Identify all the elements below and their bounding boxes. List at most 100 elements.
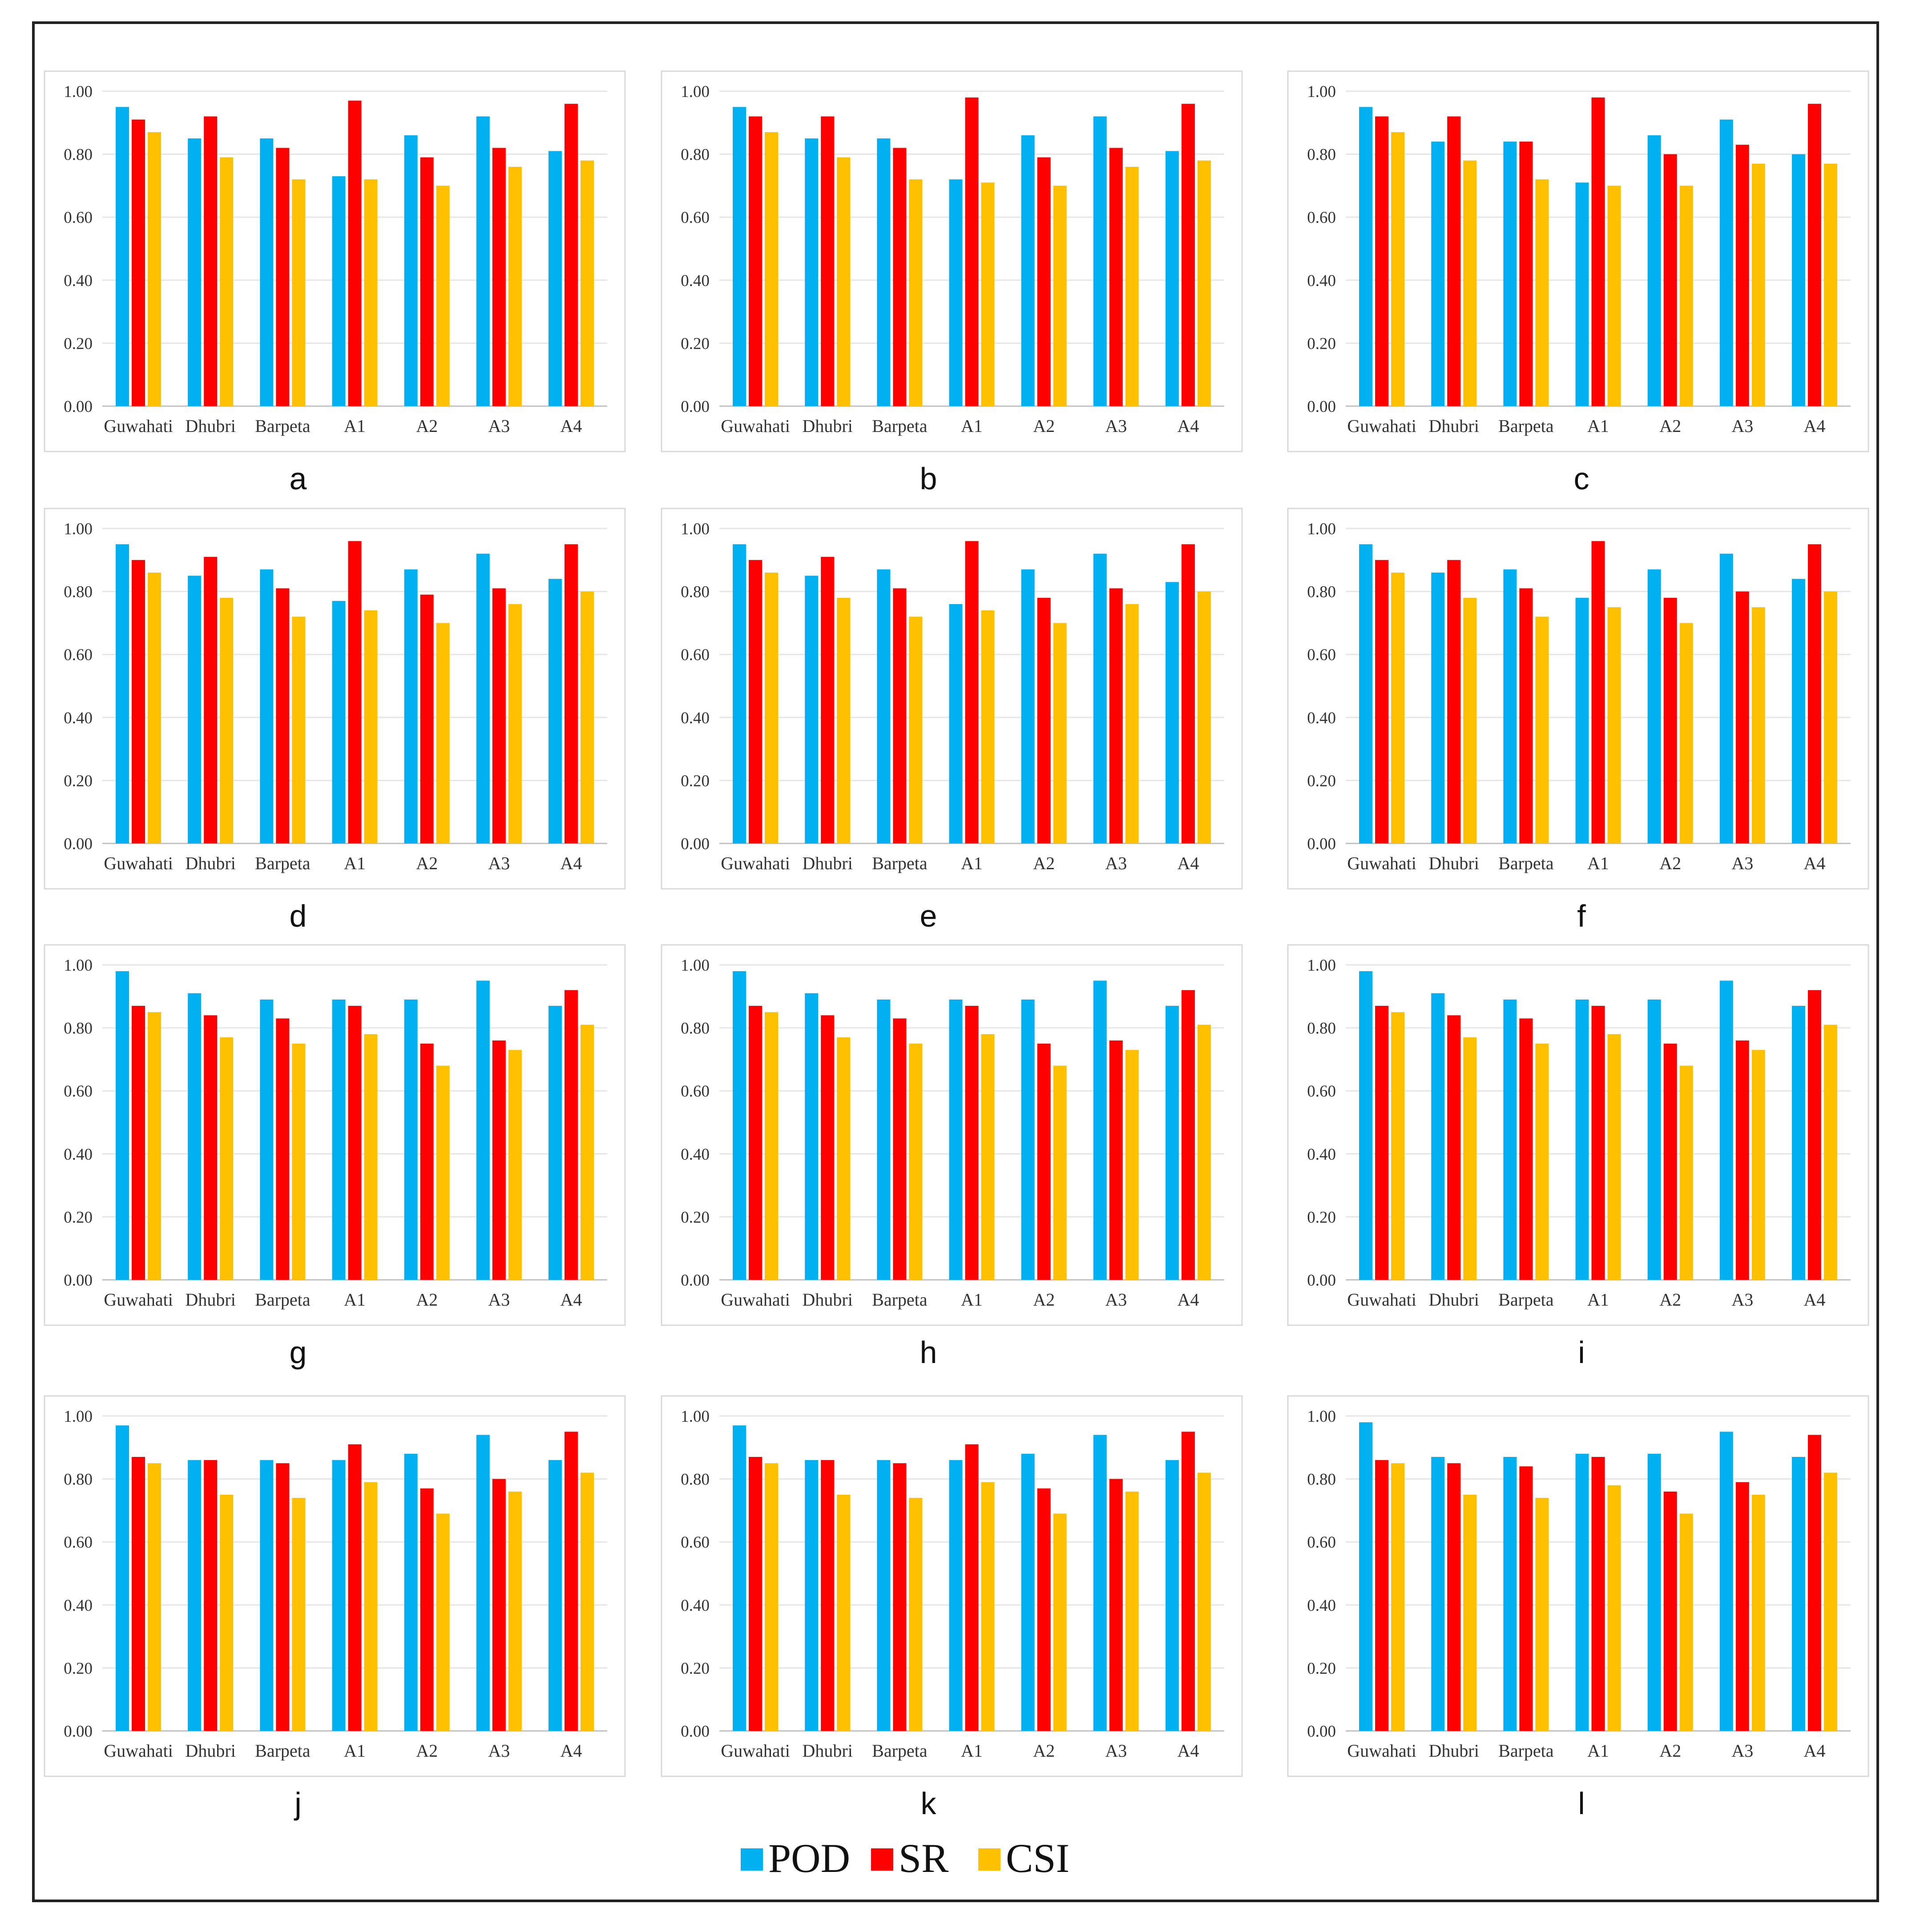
- bar-csi: [909, 617, 923, 843]
- x-tick-label: Barpeta: [1498, 416, 1554, 436]
- x-tick-label: A2: [1659, 853, 1681, 873]
- y-tick-label: 0.00: [1307, 1271, 1336, 1290]
- y-tick-label: 0.80: [681, 1020, 710, 1038]
- x-tick-label: Dhubri: [803, 1741, 853, 1761]
- bar-pod: [1359, 107, 1373, 406]
- bar-csi: [1053, 186, 1067, 406]
- y-tick-label: 0.80: [1307, 583, 1336, 601]
- bar-pod: [877, 1460, 891, 1731]
- bar-sr: [420, 157, 434, 406]
- y-tick-label: 0.40: [681, 272, 710, 290]
- x-tick-label: Guwahati: [1347, 853, 1416, 873]
- bar-pod: [877, 999, 891, 1280]
- x-tick-label: Barpeta: [255, 853, 311, 873]
- x-tick-label: A4: [1803, 1741, 1825, 1761]
- x-tick-label: A1: [961, 1290, 983, 1310]
- bar-sr: [1109, 148, 1123, 406]
- bar-sr: [1447, 1463, 1461, 1731]
- bar-sr: [204, 1015, 218, 1280]
- bar-pod: [877, 569, 891, 843]
- x-tick-label: A1: [344, 853, 366, 873]
- bar-sr: [348, 101, 362, 407]
- bar-sr: [821, 1015, 835, 1280]
- x-tick-label: A3: [488, 416, 510, 436]
- bar-sr: [492, 148, 506, 406]
- legend-swatch-sr: [871, 1848, 893, 1871]
- bar-csi: [1125, 1050, 1139, 1280]
- y-tick-label: 1.00: [64, 520, 93, 538]
- bar-pod: [1431, 993, 1445, 1280]
- bar-sr: [420, 1044, 434, 1280]
- bar-csi: [292, 1044, 306, 1280]
- bar-sr: [204, 116, 218, 406]
- bar-pod: [1021, 999, 1035, 1280]
- bar-csi: [909, 1498, 923, 1731]
- y-tick-label: 0.60: [681, 209, 710, 227]
- bar-csi: [1463, 1495, 1477, 1731]
- y-tick-label: 1.00: [1307, 520, 1336, 538]
- bar-csi: [1607, 607, 1621, 843]
- x-tick-label: Barpeta: [872, 416, 928, 436]
- bar-csi: [508, 1491, 522, 1731]
- bar-sr: [749, 116, 762, 406]
- bar-csi: [1463, 1037, 1477, 1280]
- bar-csi: [1535, 617, 1549, 843]
- panel-label: c: [1574, 461, 1589, 496]
- bar-pod: [116, 1425, 129, 1731]
- bar-csi: [148, 573, 161, 843]
- bar-sr: [1447, 116, 1461, 406]
- bar-csi: [1053, 1513, 1067, 1731]
- x-tick-label: A1: [1587, 416, 1609, 436]
- y-tick-label: 0.60: [64, 1533, 93, 1552]
- bar-pod: [1791, 1006, 1805, 1280]
- bar-csi: [1823, 591, 1837, 843]
- bar-csi: [1823, 1024, 1837, 1280]
- bar-pod: [1791, 1457, 1805, 1731]
- bar-pod: [476, 980, 490, 1280]
- y-tick-label: 0.20: [64, 1208, 93, 1226]
- y-tick-label: 0.60: [1307, 209, 1336, 227]
- bar-csi: [765, 1463, 779, 1731]
- panel-j: 0.00 0.20 0.40 0.60 0.80 1.00 Guwahati Dhubri Ba…: [44, 1395, 626, 1821]
- y-tick-label: 0.40: [1307, 709, 1336, 727]
- bar-sr: [1663, 1491, 1677, 1731]
- bar-sr: [1735, 1040, 1749, 1280]
- panel-f: 0.00 0.20 0.40 0.60 0.80 1.00 Guwahati Dhubri Ba…: [1287, 508, 1869, 933]
- x-tick-label: A4: [1803, 1290, 1825, 1310]
- bar-pod: [116, 544, 129, 843]
- y-tick-label: 0.20: [64, 772, 93, 790]
- bar-pod: [733, 544, 746, 843]
- x-tick-label: A3: [1731, 1741, 1753, 1761]
- x-tick-label: A4: [1177, 1290, 1199, 1310]
- bar-pod: [548, 1006, 562, 1280]
- panel-label: l: [1578, 1786, 1585, 1821]
- bar-pod: [548, 579, 562, 843]
- bar-sr: [348, 1006, 362, 1280]
- bar-csi: [981, 1034, 995, 1280]
- y-tick-label: 1.00: [681, 520, 710, 538]
- y-tick-label: 0.60: [1307, 646, 1336, 664]
- bar-pod: [1431, 573, 1445, 843]
- x-tick-label: Guwahati: [104, 416, 173, 436]
- y-tick-label: 0.00: [681, 1271, 710, 1290]
- y-tick-label: 0.20: [1307, 335, 1336, 353]
- x-tick-label: Barpeta: [872, 1741, 928, 1761]
- bar-csi: [1391, 573, 1405, 843]
- bar-pod: [1503, 999, 1517, 1280]
- x-tick-label: A2: [1659, 416, 1681, 436]
- bar-pod: [404, 1453, 418, 1731]
- y-tick-label: 0.40: [64, 709, 93, 727]
- y-tick-label: 1.00: [1307, 956, 1336, 975]
- x-tick-label: A3: [1731, 853, 1753, 873]
- bar-pod: [1647, 1453, 1661, 1731]
- bar-csi: [1197, 591, 1211, 843]
- bar-sr: [1519, 141, 1533, 406]
- bar-pod: [188, 1460, 202, 1731]
- x-tick-label: A3: [1731, 1290, 1753, 1310]
- x-tick-label: A3: [1105, 1741, 1127, 1761]
- bar-sr: [1109, 1040, 1123, 1280]
- bar-sr: [1181, 544, 1195, 843]
- x-tick-label: Barpeta: [872, 1290, 928, 1310]
- x-tick-label: Guwahati: [1347, 1741, 1416, 1761]
